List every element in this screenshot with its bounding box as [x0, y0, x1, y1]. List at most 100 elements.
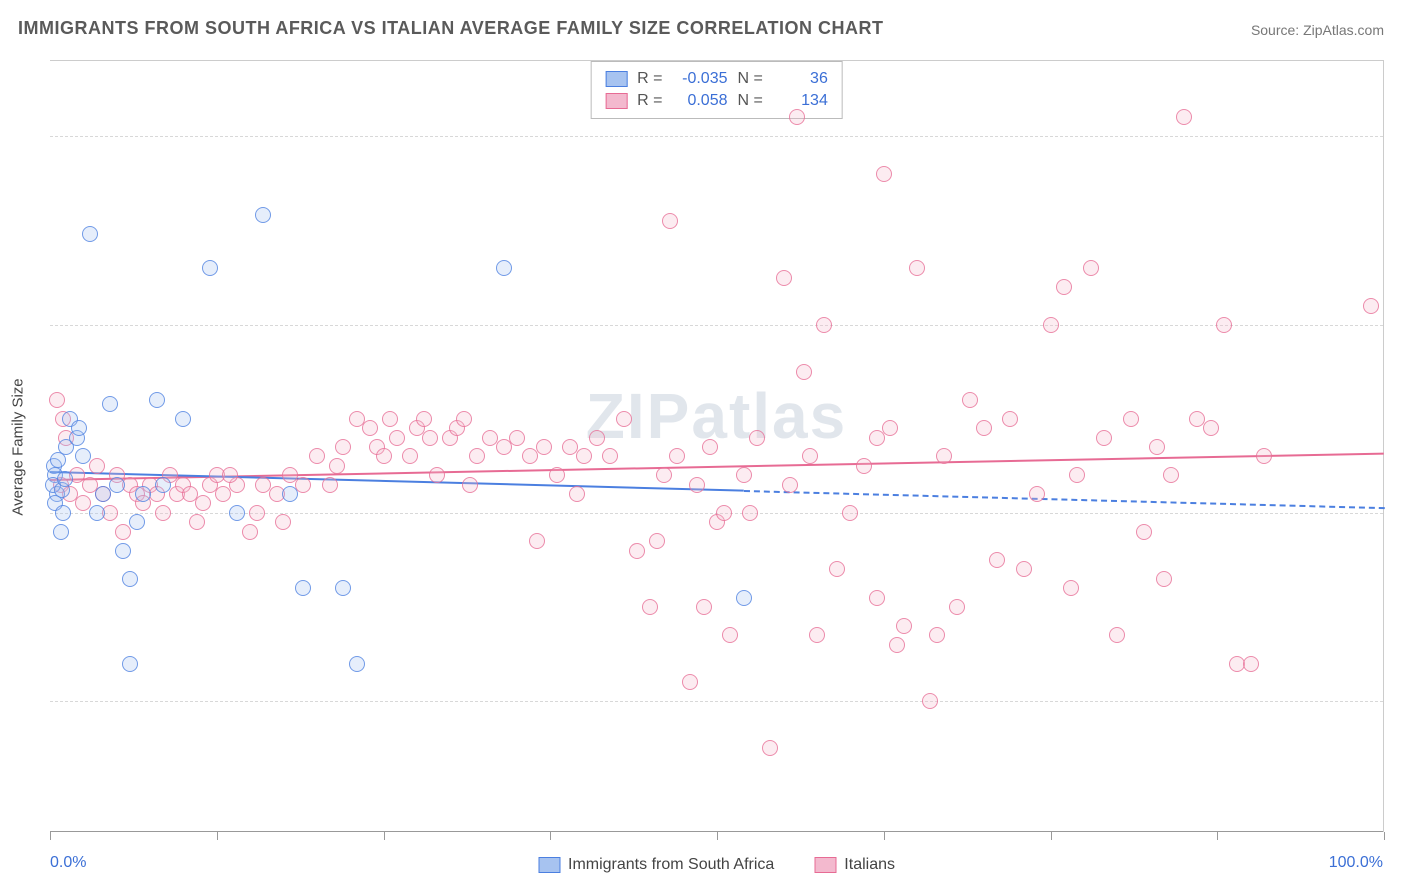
n-value: 36: [773, 70, 828, 88]
scatter-point: [716, 505, 732, 521]
scatter-point: [122, 656, 138, 672]
y-tick-label: 4.00: [1388, 316, 1406, 334]
n-label: N =: [738, 92, 763, 110]
legend-label: Immigrants from South Africa: [568, 856, 774, 874]
scatter-point: [255, 207, 271, 223]
scatter-point: [195, 495, 211, 511]
chart-title: IMMIGRANTS FROM SOUTH AFRICA VS ITALIAN …: [18, 18, 884, 39]
scatter-point: [976, 420, 992, 436]
r-label: R =: [637, 70, 662, 88]
regression-line: [744, 490, 1384, 509]
stats-legend-box: R = -0.035 N = 36 R = 0.058 N = 134: [590, 61, 843, 119]
scatter-point: [335, 580, 351, 596]
x-tick-label-min: 0.0%: [50, 854, 86, 872]
scatter-point: [829, 561, 845, 577]
scatter-point: [742, 505, 758, 521]
scatter-point: [989, 552, 1005, 568]
scatter-point: [816, 317, 832, 333]
gridline: [50, 325, 1383, 326]
scatter-point: [869, 430, 885, 446]
scatter-point: [922, 693, 938, 709]
x-axis: 0.0% 100.0%: [50, 831, 1383, 832]
scatter-point: [1083, 260, 1099, 276]
scatter-point: [1216, 317, 1232, 333]
source-label: Source: ZipAtlas.com: [1251, 22, 1384, 38]
legend-item-series-0: Immigrants from South Africa: [538, 856, 774, 874]
scatter-point: [155, 505, 171, 521]
scatter-point: [102, 396, 118, 412]
x-tick: [1217, 832, 1218, 840]
scatter-point: [789, 109, 805, 125]
scatter-point: [362, 420, 378, 436]
scatter-point: [1149, 439, 1165, 455]
scatter-point: [175, 411, 191, 427]
swatch-icon: [605, 93, 627, 109]
x-tick: [384, 832, 385, 840]
scatter-point: [776, 270, 792, 286]
bottom-legend: Immigrants from South Africa Italians: [538, 856, 895, 874]
gridline: [50, 701, 1383, 702]
scatter-point: [382, 411, 398, 427]
scatter-point: [389, 430, 405, 446]
scatter-point: [349, 656, 365, 672]
y-tick-label: 2.00: [1388, 692, 1406, 710]
scatter-point: [309, 448, 325, 464]
scatter-point: [1163, 467, 1179, 483]
scatter-point: [602, 448, 618, 464]
gridline: [50, 136, 1383, 137]
scatter-point: [129, 514, 145, 530]
scatter-point: [202, 260, 218, 276]
scatter-point: [1063, 580, 1079, 596]
scatter-point: [616, 411, 632, 427]
scatter-point: [649, 533, 665, 549]
scatter-point: [57, 471, 73, 487]
scatter-point: [529, 533, 545, 549]
scatter-point: [155, 477, 171, 493]
scatter-point: [1096, 430, 1112, 446]
scatter-point: [662, 213, 678, 229]
y-tick-label: 3.00: [1388, 504, 1406, 522]
scatter-point: [1069, 467, 1085, 483]
scatter-point: [809, 627, 825, 643]
scatter-point: [122, 571, 138, 587]
scatter-point: [189, 514, 205, 530]
scatter-point: [49, 392, 65, 408]
scatter-point: [889, 637, 905, 653]
scatter-point: [949, 599, 965, 615]
scatter-point: [869, 590, 885, 606]
scatter-point: [549, 467, 565, 483]
swatch-icon: [605, 71, 627, 87]
scatter-point: [456, 411, 472, 427]
y-tick-label: 5.00: [1388, 127, 1406, 145]
n-value: 134: [773, 92, 828, 110]
scatter-point: [749, 430, 765, 446]
x-tick: [50, 832, 51, 840]
scatter-point: [135, 486, 151, 502]
scatter-point: [275, 514, 291, 530]
scatter-point: [682, 674, 698, 690]
scatter-point: [722, 627, 738, 643]
x-tick-label-max: 100.0%: [1329, 854, 1383, 872]
scatter-point: [642, 599, 658, 615]
scatter-point: [229, 505, 245, 521]
scatter-point: [1029, 486, 1045, 502]
x-tick: [217, 832, 218, 840]
x-tick: [1051, 832, 1052, 840]
scatter-point: [1363, 298, 1379, 314]
scatter-point: [762, 740, 778, 756]
r-label: R =: [637, 92, 662, 110]
scatter-point: [576, 448, 592, 464]
scatter-point: [1002, 411, 1018, 427]
scatter-point: [55, 505, 71, 521]
x-tick: [717, 832, 718, 840]
scatter-point: [89, 505, 105, 521]
scatter-point: [329, 458, 345, 474]
scatter-point: [89, 458, 105, 474]
swatch-icon: [814, 857, 836, 873]
scatter-point: [75, 448, 91, 464]
scatter-point: [909, 260, 925, 276]
scatter-point: [536, 439, 552, 455]
scatter-point: [496, 260, 512, 276]
scatter-point: [629, 543, 645, 559]
scatter-point: [295, 477, 311, 493]
